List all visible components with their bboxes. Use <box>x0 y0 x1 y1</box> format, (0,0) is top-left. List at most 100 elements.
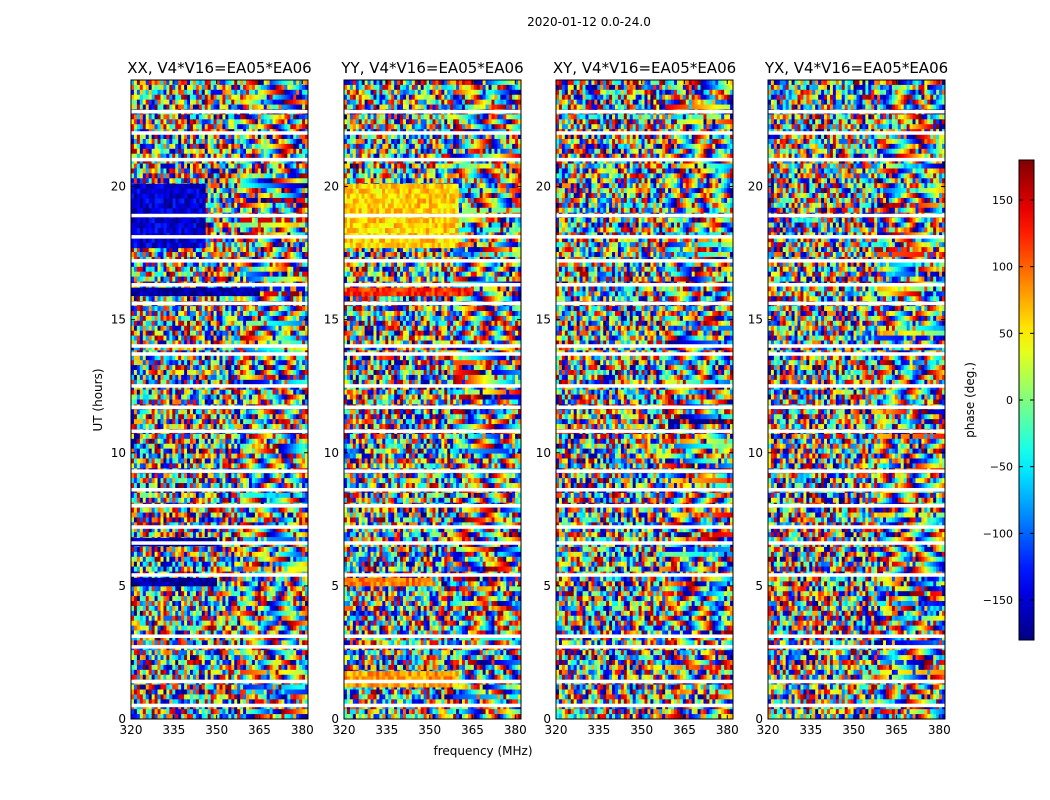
feature-region-1-1 <box>344 287 473 297</box>
x-tick-label: 320 <box>757 723 780 737</box>
x-tick-label: 380 <box>716 723 739 737</box>
flagged-row <box>556 634 733 638</box>
flagged-row <box>768 384 945 388</box>
flagged-row <box>556 703 733 708</box>
phase-heatmap-3 <box>768 80 945 719</box>
y-tick-label: 5 <box>543 579 551 593</box>
flagged-row <box>131 504 308 508</box>
flagged-row <box>131 488 308 492</box>
x-tick-label: 365 <box>885 723 908 737</box>
flagged-row <box>556 469 733 473</box>
phase-heatmap-0 <box>131 80 308 719</box>
flagged-row <box>768 157 945 162</box>
y-tick-label: 15 <box>536 313 551 327</box>
feature-region-1-3 <box>344 671 459 688</box>
flagged-row <box>556 352 733 356</box>
flagged-row <box>768 645 945 649</box>
flagged-row <box>768 301 945 306</box>
flagged-row <box>768 429 945 433</box>
flagged-row <box>344 109 521 114</box>
panel-frame <box>767 79 946 720</box>
flagged-row <box>131 541 308 545</box>
x-tick-label: 335 <box>799 723 822 737</box>
x-tick-label: 350 <box>842 723 865 737</box>
flagged-row <box>768 525 945 529</box>
flagged-row <box>768 541 945 545</box>
y-tick-label: 15 <box>324 313 339 327</box>
y-tick-label: 20 <box>111 180 126 194</box>
flagged-row <box>131 703 308 708</box>
flagged-row <box>556 429 733 433</box>
flagged-row <box>131 384 308 388</box>
flagged-row <box>556 301 733 306</box>
colorbar-tick-label: −100 <box>983 527 1013 540</box>
flagged-row <box>768 344 945 348</box>
phase-heatmap-2 <box>556 80 733 719</box>
y-axis-label: UT (hours) <box>91 368 105 431</box>
flagged-row <box>768 469 945 473</box>
y-tick-label: 5 <box>331 579 339 593</box>
flagged-row <box>556 488 733 492</box>
y-tick-label: 5 <box>755 579 763 593</box>
y-tick-label: 15 <box>748 313 763 327</box>
y-tick-label: 10 <box>536 446 551 460</box>
flagged-row <box>556 109 733 114</box>
feature-region-0-1 <box>131 287 260 297</box>
colorbar-tick-label: −50 <box>990 461 1013 474</box>
panel-title: XX, V4*V16=EA05*EA06 <box>127 59 311 77</box>
phase-heatmap-1 <box>344 80 521 719</box>
flagged-row <box>768 131 945 135</box>
panels-group: XX, V4*V16=EA05*EA06 320 335 350 365 380 0 5 10 1… <box>111 59 951 737</box>
flagged-row <box>768 504 945 508</box>
y-tick-label: 20 <box>748 180 763 194</box>
panel-0: XX, V4*V16=EA05*EA06 320 335 350 365 380 0 5 10 1… <box>111 59 314 737</box>
flagged-row <box>344 645 521 649</box>
flagged-row <box>768 235 945 239</box>
colorbar-tick-label: −150 <box>983 594 1013 607</box>
x-tick-label: 350 <box>205 723 228 737</box>
flagged-row <box>768 259 945 263</box>
y-tick-label: 10 <box>748 446 763 460</box>
x-tick-label: 350 <box>630 723 653 737</box>
x-tick-label: 320 <box>333 723 356 737</box>
y-tick-label: 0 <box>118 712 126 726</box>
feature-region-0-2 <box>131 577 218 587</box>
x-tick-label: 320 <box>120 723 143 737</box>
flagged-row <box>131 679 308 684</box>
x-tick-label: 365 <box>248 723 271 737</box>
flagged-row <box>344 131 521 135</box>
x-tick-label: 335 <box>162 723 185 737</box>
flagged-row <box>344 634 521 638</box>
y-tick-label: 20 <box>536 180 551 194</box>
x-tick-label: 320 <box>545 723 568 737</box>
flagged-row <box>344 679 521 684</box>
flagged-row <box>768 283 945 287</box>
flagged-row <box>131 352 308 356</box>
x-tick-label: 365 <box>673 723 696 737</box>
y-tick-label: 15 <box>111 313 126 327</box>
y-tick-label: 0 <box>543 712 551 726</box>
flagged-row <box>131 131 308 135</box>
flagged-row <box>556 573 733 577</box>
x-axis-label: frequency (MHz) <box>433 744 532 758</box>
x-tick-label: 365 <box>461 723 484 737</box>
panel-frame <box>343 79 522 720</box>
flagged-row <box>344 283 521 287</box>
panel-1: YY, V4*V16=EA05*EA06 320 335 350 365 380 0 5 10 1… <box>324 59 527 737</box>
x-tick-label: 335 <box>375 723 398 737</box>
panel-frame <box>130 79 309 720</box>
flagged-row <box>556 344 733 348</box>
flagged-row <box>131 645 308 649</box>
y-tick-label: 20 <box>324 180 339 194</box>
panel-3: YX, V4*V16=EA05*EA06 320 335 350 365 380 0 5 10 1… <box>748 59 951 737</box>
flagged-row <box>344 235 521 239</box>
x-tick-label: 350 <box>418 723 441 737</box>
flagged-row <box>556 679 733 684</box>
panel-title: YY, V4*V16=EA05*EA06 <box>340 59 523 77</box>
flagged-row <box>556 131 733 135</box>
flagged-row <box>556 235 733 239</box>
flagged-row <box>344 259 521 263</box>
y-tick-label: 5 <box>118 579 126 593</box>
flagged-row <box>344 488 521 492</box>
